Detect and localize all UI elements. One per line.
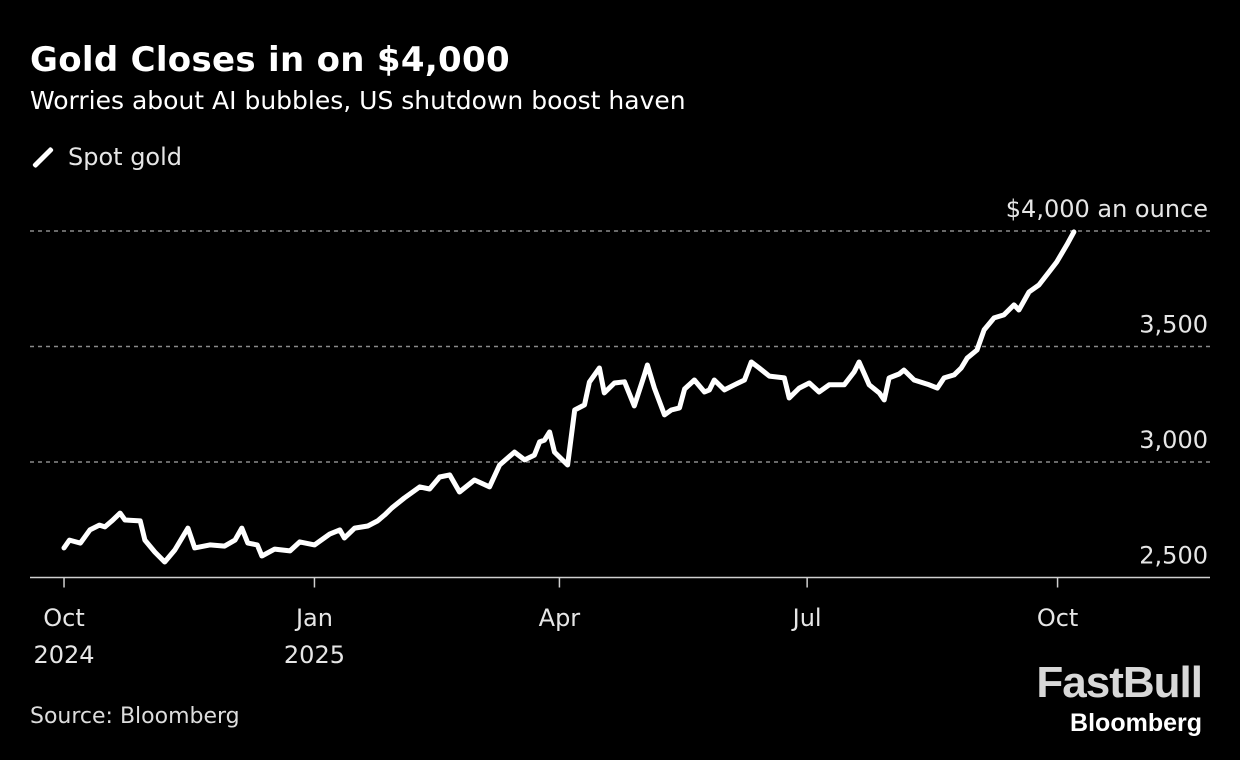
logo-sub: Bloomberg (1070, 709, 1202, 737)
y-tick-label: 3,000 (1139, 426, 1208, 454)
legend: Spot gold (30, 143, 182, 171)
y-tick-label: 2,500 (1139, 542, 1208, 570)
chart-title: Gold Closes in on $4,000 (30, 40, 510, 80)
chart-subtitle: Worries about AI bubbles, US shutdown bo… (30, 86, 686, 115)
x-tick-sublabel: 2024 (33, 641, 94, 669)
x-tick-label: Jan (294, 604, 333, 632)
x-tick-sublabel: 2025 (284, 641, 345, 669)
x-tick-label: Oct (1037, 604, 1079, 632)
x-tick-label: Oct (43, 604, 85, 632)
series-line-spot-gold (61, 229, 1077, 565)
y-tick-label: 3,500 (1139, 311, 1208, 339)
source-note: Source: Bloomberg (30, 704, 240, 729)
y-tick-label: $4,000 an ounce (1006, 195, 1208, 223)
logo-brand: FastBull (1036, 658, 1203, 707)
x-tick-label: Jul (791, 604, 822, 632)
watermark-logo: FastBull Bloomberg (1036, 658, 1203, 738)
legend-label-spot-gold: Spot gold (68, 143, 183, 171)
x-tick-label: Apr (539, 604, 581, 632)
